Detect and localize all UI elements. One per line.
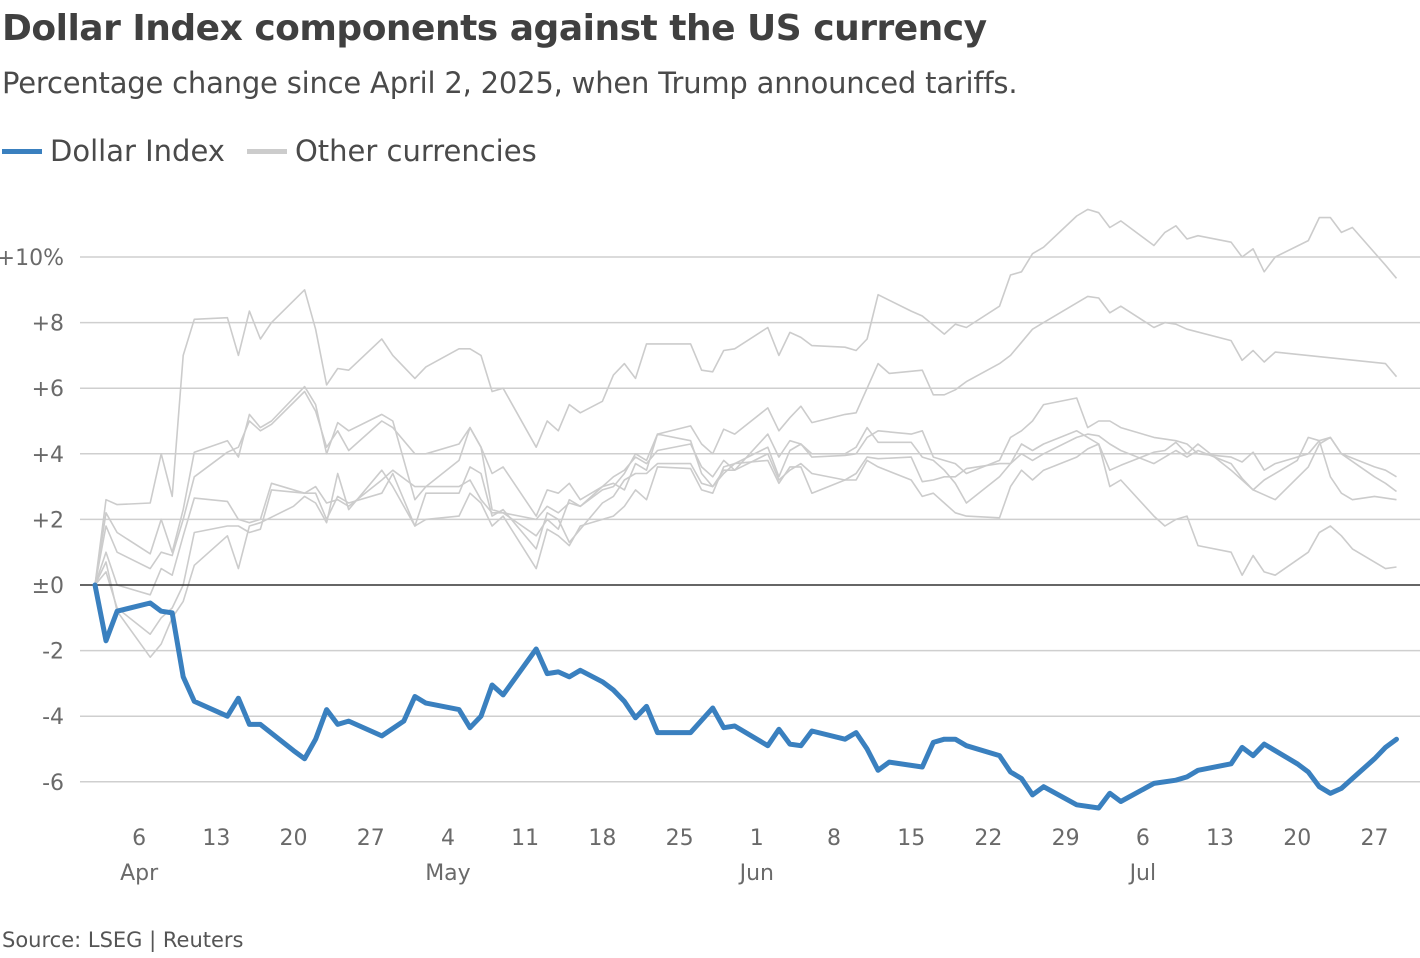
x-tick-label: 6 [132,826,146,851]
y-tick-label: +4 [32,443,64,468]
x-tick-label: 25 [666,826,694,851]
y-tick-label: +2 [32,508,64,533]
x-tick-label: 27 [1360,826,1388,851]
x-month-label: Jul [1128,861,1157,886]
legend-label-dollar-index: Dollar Index [50,134,225,168]
chart-subtitle: Percentage change since April 2, 2025, w… [2,66,1018,100]
y-tick-label: +6 [32,377,64,402]
other-currency-lines [94,208,1398,658]
x-tick-label: 27 [357,826,385,851]
dollar-index-line-group [92,582,1399,811]
x-month-label: Apr [120,861,159,886]
other-currency-line [94,443,1397,658]
dollar-index-line [92,582,1399,811]
y-tick-label: -6 [42,771,64,796]
y-tick-label: +8 [32,312,64,337]
source-note: Source: LSEG | Reuters [2,928,244,952]
other-currency-line [94,426,1397,596]
legend-label-other-currencies: Other currencies [294,134,537,168]
x-tick-label: 1 [750,826,764,851]
x-tick-label: 11 [511,826,539,851]
x-tick-label: 6 [1136,826,1150,851]
x-tick-label: 20 [1283,826,1311,851]
other-currency-line [94,295,1398,586]
chart-title: Dollar Index components against the US c… [2,8,987,49]
other-currency-line [94,208,1398,586]
x-tick-label: 13 [1206,826,1234,851]
gridlines [80,256,1420,783]
legend-item-other-currencies: Other currencies [246,134,537,168]
y-tick-label: ±0 [32,574,64,599]
y-tick-label: +10% [0,246,64,271]
y-axis-ticks: +10% +8 +6 +4 +2 ±0 -2 -4 -6 [0,246,64,796]
x-tick-label: 4 [441,826,455,851]
x-tick-label: 8 [827,826,841,851]
legend-swatch-dollar-index [2,148,42,154]
x-tick-label: 22 [974,826,1002,851]
y-tick-label: -4 [42,705,64,730]
y-tick-label: -2 [42,640,64,665]
legend-swatch-other-currencies [246,148,287,154]
x-tick-label: 20 [280,826,308,851]
x-month-label: Jun [738,861,774,886]
x-tick-label: 18 [588,826,616,851]
legend: Dollar Index Other currencies [2,134,559,168]
x-tick-label: 15 [897,826,925,851]
x-month-label: May [425,861,470,886]
legend-item-dollar-index: Dollar Index [2,134,225,168]
x-tick-label: 13 [202,826,230,851]
other-currency-line [94,433,1397,635]
x-tick-label: 29 [1052,826,1080,851]
